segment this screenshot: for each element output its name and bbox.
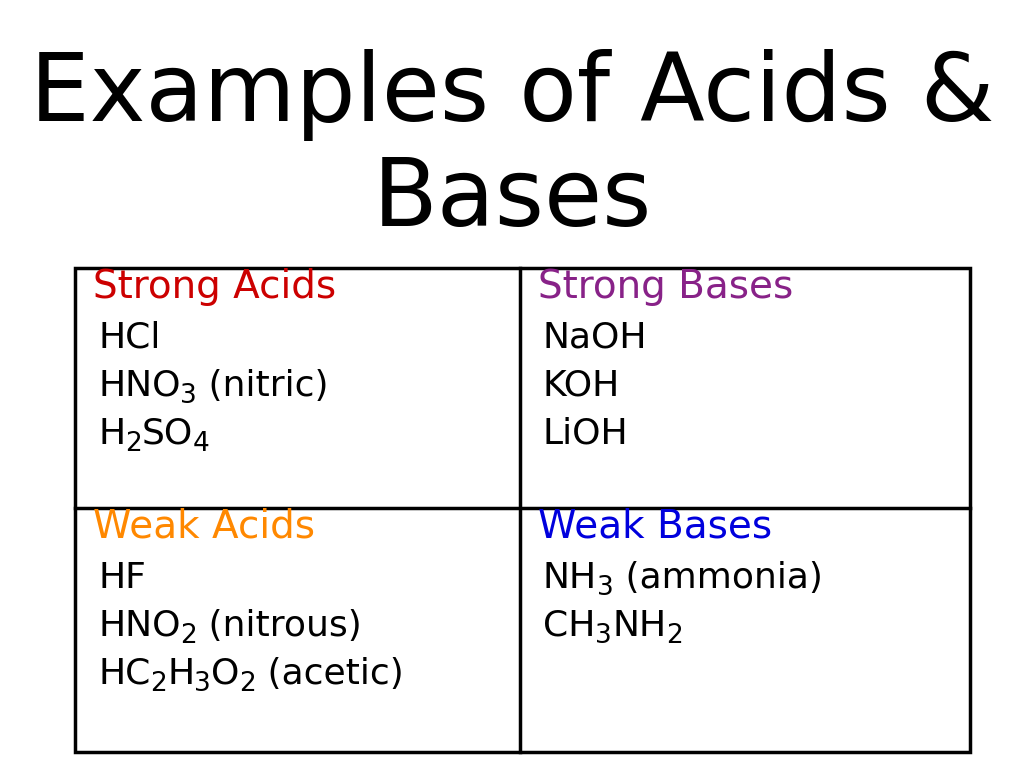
Text: NH: NH bbox=[543, 561, 597, 595]
Text: (acetic): (acetic) bbox=[256, 657, 403, 691]
Text: SO: SO bbox=[142, 417, 194, 451]
Text: (ammonia): (ammonia) bbox=[613, 561, 822, 595]
Text: H: H bbox=[167, 657, 195, 691]
Text: HNO: HNO bbox=[98, 609, 180, 643]
Text: 2: 2 bbox=[180, 623, 198, 649]
Text: Strong Acids: Strong Acids bbox=[93, 268, 336, 306]
Text: Weak Bases: Weak Bases bbox=[538, 508, 772, 546]
Text: Weak Acids: Weak Acids bbox=[93, 508, 315, 546]
Text: 2: 2 bbox=[667, 623, 683, 649]
Text: 3: 3 bbox=[195, 671, 211, 697]
Text: 3: 3 bbox=[597, 575, 613, 601]
Text: NH: NH bbox=[612, 609, 667, 643]
Text: (nitrous): (nitrous) bbox=[198, 609, 362, 643]
Text: 2: 2 bbox=[151, 671, 167, 697]
Text: Strong Bases: Strong Bases bbox=[538, 268, 794, 306]
Text: HCl: HCl bbox=[98, 321, 161, 355]
Text: LiOH: LiOH bbox=[543, 417, 629, 451]
Text: 3: 3 bbox=[595, 623, 612, 649]
Text: Bases: Bases bbox=[373, 154, 651, 246]
Text: 2: 2 bbox=[125, 431, 142, 457]
Text: H: H bbox=[98, 417, 125, 451]
Text: NaOH: NaOH bbox=[543, 321, 647, 355]
Text: 3: 3 bbox=[180, 383, 198, 409]
Text: HF: HF bbox=[98, 561, 145, 595]
Text: 4: 4 bbox=[194, 431, 210, 457]
Text: HC: HC bbox=[98, 657, 151, 691]
Text: (nitric): (nitric) bbox=[198, 369, 329, 403]
Text: CH: CH bbox=[543, 609, 595, 643]
Text: 2: 2 bbox=[240, 671, 256, 697]
Text: HNO: HNO bbox=[98, 369, 180, 403]
Bar bbox=[75, 268, 970, 752]
Text: Examples of Acids &: Examples of Acids & bbox=[30, 49, 994, 141]
Text: O: O bbox=[211, 657, 240, 691]
Text: KOH: KOH bbox=[543, 369, 621, 403]
